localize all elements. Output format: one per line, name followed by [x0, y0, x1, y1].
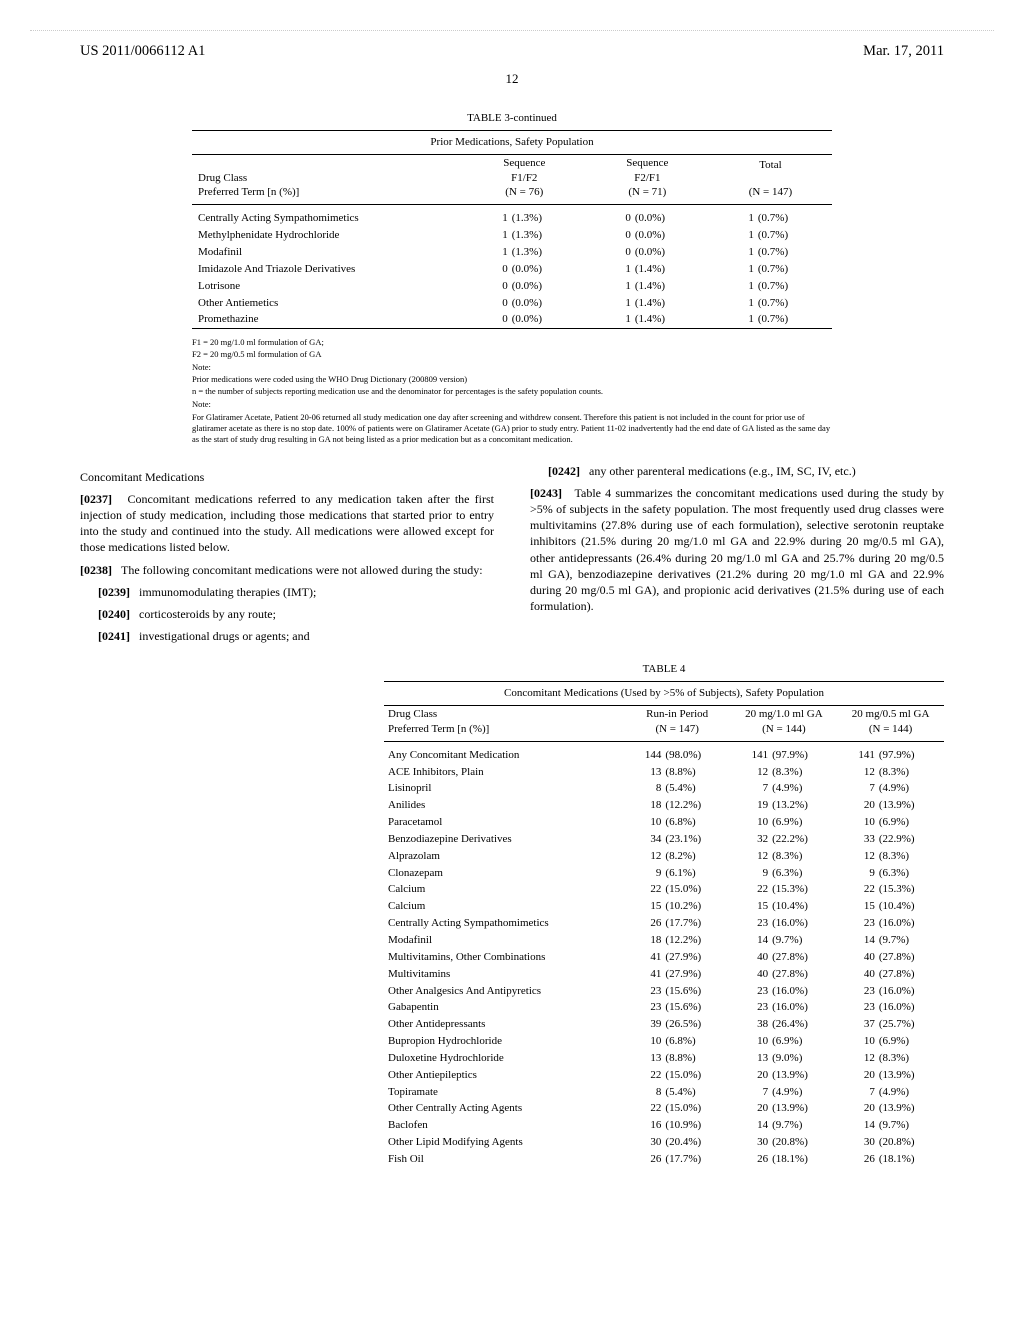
table-row: Multivitamins41(27.9%)40(27.8%)40(27.8%): [384, 966, 944, 983]
footnote-line: Prior medications were coded using the W…: [192, 374, 832, 385]
table-row: Lisinopril8(5.4%)7(4.9%)7(4.9%): [384, 780, 944, 797]
para-0239: immunomodulating therapies (IMT);: [139, 585, 316, 599]
t4-hdr-drugclass: Drug Class: [388, 707, 620, 722]
table-row: Any Concomitant Medication144(98.0%)141(…: [384, 747, 944, 764]
t3-hdr-seq1n: (N = 76): [469, 185, 580, 200]
t4-hdr-c2: 20 mg/1.0 ml GA: [735, 707, 834, 722]
table-row: Duloxetine Hydrochloride13(8.8%)13(9.0%)…: [384, 1050, 944, 1067]
table-row: Other Antidepressants39(26.5%)38(26.4%)3…: [384, 1016, 944, 1033]
t3-hdr-seq2: Sequence: [592, 156, 703, 171]
table-row: Paracetamol10(6.8%)10(6.9%)10(6.9%): [384, 814, 944, 831]
t3-hdr-seq1: Sequence: [469, 156, 580, 171]
table-row: Methylphenidate Hydrochloride1(1.3%)0(0.…: [192, 227, 832, 244]
footnote-line: Note:: [192, 362, 832, 373]
table-row: Centrally Acting Sympathomimetics1(1.3%)…: [192, 210, 832, 227]
footnote-line: F2 = 20 mg/0.5 ml formulation of GA: [192, 349, 832, 360]
page-header: US 2011/0066112 A1 Mar. 17, 2011: [80, 42, 944, 62]
t3-hdr-drugclass: Drug Class: [198, 171, 457, 186]
publication-date: Mar. 17, 2011: [863, 42, 944, 62]
footnote-line: For Glatiramer Acetate, Patient 20-06 re…: [192, 412, 832, 445]
table3-subcaption: Prior Medications, Safety Population: [192, 130, 832, 154]
t4-hdr-c2n: (N = 144): [735, 722, 834, 737]
t4-hdr-c3: 20 mg/0.5 ml GA: [841, 707, 940, 722]
publication-number: US 2011/0066112 A1: [80, 42, 205, 62]
table-row: Anilides18(12.2%)19(13.2%)20(13.9%): [384, 797, 944, 814]
para-0238: The following concomitant medications we…: [121, 563, 483, 577]
t4-hdr-c1n: (N = 147): [628, 722, 727, 737]
table-row: Other Antiemetics0(0.0%)1(1.4%)1(0.7%): [192, 295, 832, 312]
table-row: Other Analgesics And Antipyretics23(15.6…: [384, 983, 944, 1000]
table-row: Benzodiazepine Derivatives34(23.1%)32(22…: [384, 831, 944, 848]
t3-hdr-totaln: (N = 147): [715, 185, 826, 200]
footnote-line: Note:: [192, 399, 832, 410]
table-row: Other Antiepileptics22(15.0%)20(13.9%)20…: [384, 1067, 944, 1084]
table-row: Centrally Acting Sympathomimetics26(17.7…: [384, 915, 944, 932]
table-row: Gabapentin23(15.6%)23(16.0%)23(16.0%): [384, 999, 944, 1016]
t3-hdr-seq1b: F1/F2: [469, 171, 580, 186]
table4-caption: TABLE 4: [384, 662, 944, 677]
t4-hdr-c1: Run-in Period: [628, 707, 727, 722]
table-row: Calcium15(10.2%)15(10.4%)15(10.4%): [384, 898, 944, 915]
table-row: Modafinil1(1.3%)0(0.0%)1(0.7%): [192, 244, 832, 261]
t3-hdr-seq2b: F2/F1: [592, 171, 703, 186]
para-0243: Table 4 summarizes the concomitant medic…: [530, 486, 944, 613]
t4-hdr-c3n: (N = 144): [841, 722, 940, 737]
t3-hdr-total: Total: [715, 158, 826, 173]
table-row: Fish Oil26(17.7%)26(18.1%)26(18.1%): [384, 1151, 944, 1168]
table4-subcaption: Concomitant Medications (Used by >5% of …: [384, 682, 944, 706]
page-number: 12: [80, 70, 944, 88]
table-row: Modafinil18(12.2%)14(9.7%)14(9.7%): [384, 932, 944, 949]
table4: Concomitant Medications (Used by >5% of …: [384, 681, 944, 1168]
para-0241: investigational drugs or agents; and: [139, 629, 310, 643]
table-row: ACE Inhibitors, Plain13(8.8%)12(8.3%)12(…: [384, 764, 944, 781]
table-row: Topiramate8(5.4%)7(4.9%)7(4.9%): [384, 1084, 944, 1101]
table-row: Baclofen16(10.9%)14(9.7%)14(9.7%): [384, 1117, 944, 1134]
footnote-line: n = the number of subjects reporting med…: [192, 386, 832, 397]
t3-hdr-seq2n: (N = 71): [592, 185, 703, 200]
t4-hdr-preferred: Preferred Term [n (%)]: [388, 722, 620, 737]
para-0242: any other parenteral medications (e.g., …: [589, 464, 856, 478]
table-row: Bupropion Hydrochloride10(6.8%)10(6.9%)1…: [384, 1033, 944, 1050]
table-row: Calcium22(15.0%)22(15.3%)22(15.3%): [384, 881, 944, 898]
para-0240: corticosteroids by any route;: [139, 607, 276, 621]
table3: Prior Medications, Safety Population Dru…: [192, 130, 832, 331]
table-row: Alprazolam12(8.2%)12(8.3%)12(8.3%): [384, 848, 944, 865]
table3-footnotes: F1 = 20 mg/1.0 ml formulation of GA;F2 =…: [192, 337, 832, 444]
footnote-line: F1 = 20 mg/1.0 ml formulation of GA;: [192, 337, 832, 348]
table-row: Other Lipid Modifying Agents30(20.4%)30(…: [384, 1134, 944, 1151]
table-row: Other Centrally Acting Agents22(15.0%)20…: [384, 1100, 944, 1117]
table-row: Promethazine0(0.0%)1(1.4%)1(0.7%): [192, 311, 832, 328]
table-row: Lotrisone0(0.0%)1(1.4%)1(0.7%): [192, 278, 832, 295]
table-row: Clonazepam9(6.1%)9(6.3%)9(6.3%): [384, 865, 944, 882]
concomitant-heading: Concomitant Medications: [80, 469, 494, 485]
table3-caption: TABLE 3-continued: [80, 111, 944, 126]
t3-hdr-preferred: Preferred Term [n (%)]: [198, 185, 457, 200]
table-row: Multivitamins, Other Combinations41(27.9…: [384, 949, 944, 966]
para-0237: Concomitant medications referred to any …: [80, 492, 494, 555]
table-row: Imidazole And Triazole Derivatives0(0.0%…: [192, 261, 832, 278]
